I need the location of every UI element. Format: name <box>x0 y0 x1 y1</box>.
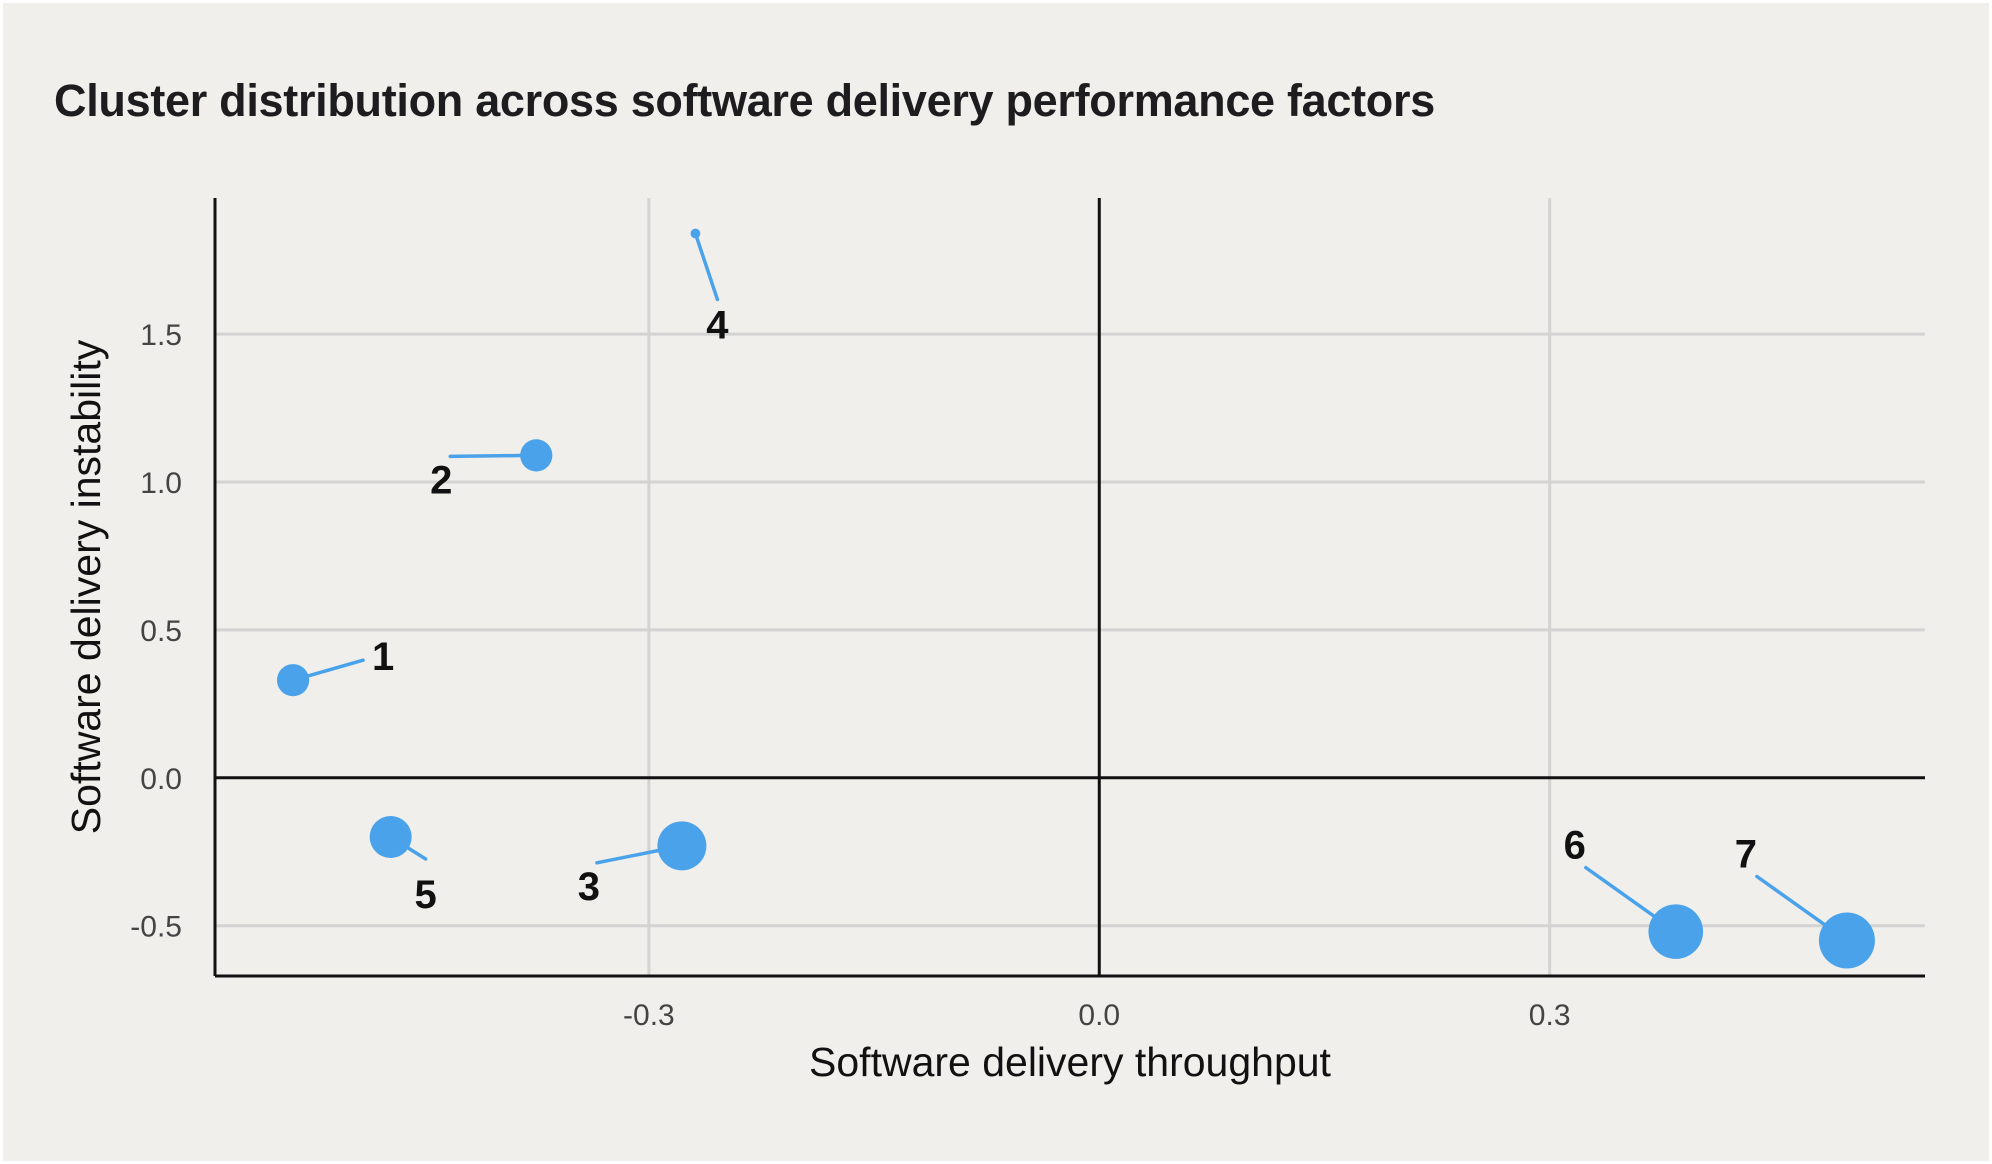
y-tick-label: 0.0 <box>140 763 182 796</box>
y-tick-label: -0.5 <box>130 911 182 944</box>
cluster-point <box>657 821 707 871</box>
grid-layer <box>215 198 1925 976</box>
cluster-label: 5 <box>415 873 437 917</box>
leader-line <box>1755 874 1826 927</box>
leader-line <box>1584 865 1656 918</box>
x-axis-title: Software delivery throughput <box>809 1039 1332 1085</box>
cluster-label: 1 <box>372 635 394 679</box>
leader-line <box>595 848 660 865</box>
leader-lines <box>306 236 1826 927</box>
cluster-point <box>1648 904 1704 959</box>
cluster-point <box>1818 912 1875 969</box>
x-tick-label: -0.3 <box>623 999 675 1032</box>
cluster-point <box>520 439 553 472</box>
cluster-label: 7 <box>1735 833 1757 877</box>
leader-line <box>695 236 720 302</box>
chart-title: Cluster distribution across software del… <box>54 75 1435 126</box>
y-axis-title: Software delivery instability <box>63 339 109 834</box>
cluster-point <box>276 664 310 697</box>
leader-line <box>448 453 522 459</box>
cluster-point <box>690 228 701 239</box>
chart-card: Cluster distribution across software del… <box>3 3 1989 1161</box>
ticks-layer: -0.5 0.0 0.5 1.0 1.5 -0.3 0.0 0.3 <box>130 319 1570 1032</box>
cluster-label: 3 <box>578 865 600 909</box>
y-tick-label: 1.0 <box>140 467 182 500</box>
points-layer <box>276 228 1875 969</box>
leader-line <box>306 658 365 678</box>
axes-layer <box>213 198 1925 978</box>
point-labels: 1 2 3 4 5 6 7 <box>372 303 1757 916</box>
x-tick-label: 0.0 <box>1078 999 1120 1032</box>
cluster-label: 4 <box>706 303 729 347</box>
cluster-label: 2 <box>430 458 452 502</box>
y-tick-label: 1.5 <box>140 319 182 352</box>
x-tick-label: 0.3 <box>1529 999 1571 1032</box>
cluster-point <box>369 815 412 858</box>
cluster-label: 6 <box>1564 824 1586 868</box>
y-tick-label: 0.5 <box>140 615 182 648</box>
leader-line <box>406 846 428 861</box>
